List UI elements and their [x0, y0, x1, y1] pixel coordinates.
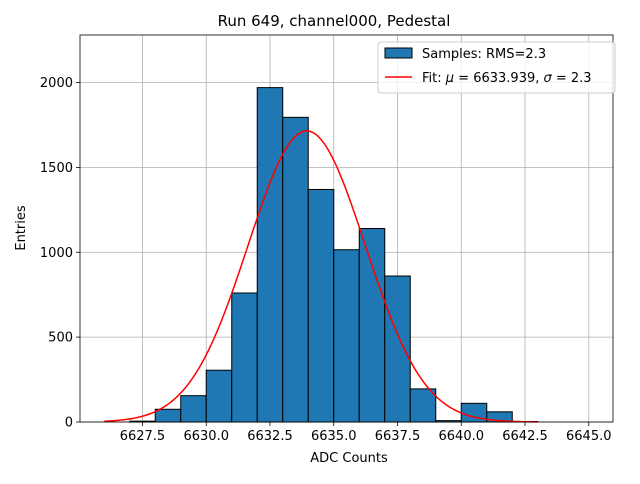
y-axis-label: Entries: [14, 205, 29, 251]
legend-label-fit: Fit: μ = 6633.939, σ = 2.3: [422, 71, 592, 86]
x-tick-label: 6637.5: [375, 429, 421, 444]
legend-label-samples: Samples: RMS=2.3: [422, 47, 546, 62]
x-tick-label: 6640.0: [439, 429, 485, 444]
legend: Samples: RMS=2.3 Fit: μ = 6633.939, σ = …: [377, 41, 616, 94]
x-tick-label: 6645.0: [566, 429, 612, 444]
legend-swatch-samples: [384, 47, 413, 59]
histogram-bar: [409, 388, 437, 423]
histogram-bar: [256, 87, 284, 423]
y-axis-ticks: 0 500 1000 1500 2000: [40, 76, 80, 431]
histogram-bar: [282, 116, 309, 423]
histogram-bar: [333, 249, 360, 423]
y-tick-label: 0: [65, 416, 73, 431]
histogram-bars: [129, 87, 539, 423]
x-tick-label: 6632.5: [247, 429, 293, 444]
legend-box: [377, 41, 616, 94]
y-tick-label: 1500: [40, 161, 73, 176]
plot-frame: [79, 34, 614, 423]
chart-title: Run 649, channel000, Pedestal: [218, 12, 451, 30]
histogram-bar: [358, 228, 386, 423]
y-tick-label: 1000: [40, 246, 73, 261]
x-axis-ticks: 6627.5 6630.0 6632.5 6635.0 6637.5 6640.0 6642…: [120, 422, 612, 444]
x-tick-label: 6635.0: [311, 429, 357, 444]
x-tick-label: 6642.5: [502, 429, 548, 444]
histogram-bar: [154, 408, 182, 423]
histogram-bar: [180, 395, 207, 423]
histogram-bar: [307, 188, 335, 423]
y-tick-label: 500: [48, 331, 73, 346]
histogram-bar: [231, 292, 258, 423]
x-tick-label: 6630.0: [183, 429, 229, 444]
histogram-bar: [384, 275, 411, 423]
histogram-bar: [205, 369, 233, 423]
x-tick-label: 6627.5: [120, 429, 166, 444]
x-axis-label: ADC Counts: [310, 451, 388, 466]
fit-curve: [104, 130, 538, 423]
y-tick-label: 2000: [40, 76, 73, 91]
